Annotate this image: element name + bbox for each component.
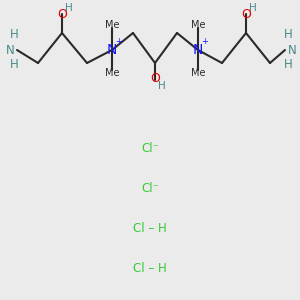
Text: H: H (10, 28, 18, 41)
Text: Cl – H: Cl – H (133, 262, 167, 275)
Text: H: H (65, 3, 73, 13)
Text: +: + (116, 38, 122, 46)
Text: O: O (57, 8, 67, 22)
Text: N: N (6, 44, 14, 56)
Text: H: H (284, 28, 292, 41)
Text: N: N (288, 44, 296, 56)
Text: Cl⁻: Cl⁻ (141, 142, 159, 154)
Text: H: H (249, 3, 257, 13)
Text: Me: Me (105, 68, 119, 78)
Text: Cl – H: Cl – H (133, 221, 167, 235)
Text: N: N (107, 43, 117, 57)
Text: H: H (10, 58, 18, 71)
Text: H: H (158, 81, 166, 91)
Text: O: O (241, 8, 251, 22)
Text: Me: Me (105, 20, 119, 30)
Text: H: H (284, 58, 292, 71)
Text: N: N (193, 43, 203, 57)
Text: Me: Me (191, 20, 205, 30)
Text: +: + (202, 38, 208, 46)
Text: Me: Me (191, 68, 205, 78)
Text: Cl⁻: Cl⁻ (141, 182, 159, 194)
Text: O: O (150, 73, 160, 85)
